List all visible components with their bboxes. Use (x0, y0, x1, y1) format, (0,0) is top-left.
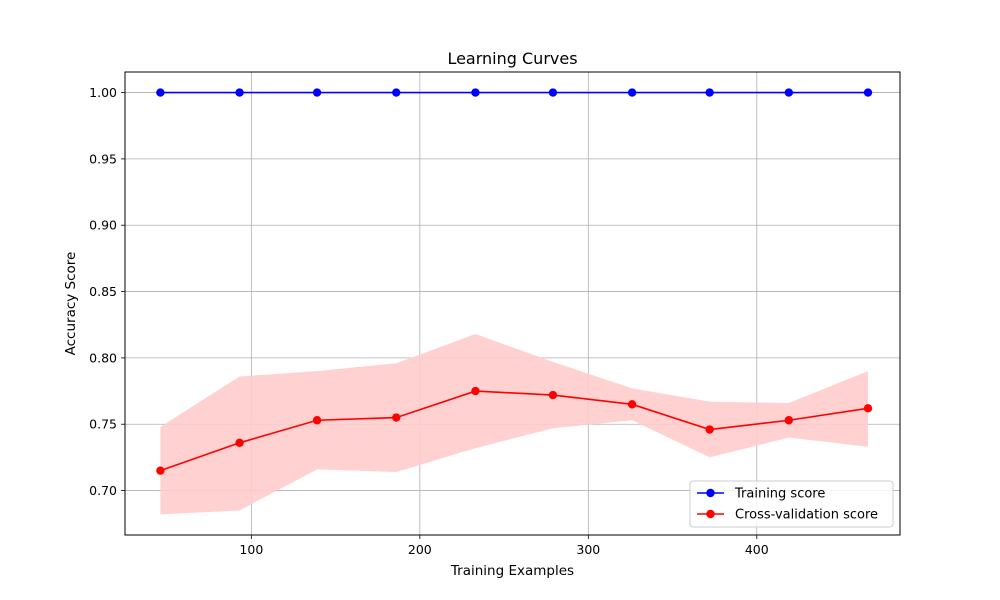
y-tick-label-4: 0.90 (89, 218, 117, 233)
x-axis-label: Training Examples (450, 563, 574, 579)
cross-validation-point-3 (392, 413, 401, 422)
cross-validation-point-4 (471, 386, 480, 396)
y-tick-label-0: 0.70 (89, 483, 117, 498)
plot-frame (124, 71, 901, 536)
chart-title: Learning Curves (447, 49, 577, 68)
legend-label-training: Training score (734, 487, 825, 502)
y-axis-label: Accuracy Score (63, 252, 79, 356)
y-tick-label-5: 0.95 (89, 151, 117, 166)
cross-validation-point-1 (235, 438, 244, 447)
x-tick-label-3: 400 (745, 542, 769, 557)
y-tick-label-1: 0.75 (89, 417, 117, 432)
training-point-1 (235, 88, 244, 97)
cross-validation-point-5 (548, 390, 558, 400)
axis-ticks: 100 200 300 400 0.70 0.75 0.80 0.85 0.90 0.95 1.00 (89, 85, 769, 557)
training-point-9 (863, 88, 873, 97)
cross-validation-point-2 (312, 416, 322, 425)
cross-validation-line (160, 390, 869, 472)
cross-validation-point-8 (784, 416, 794, 425)
legend-box (689, 480, 894, 528)
training-point-7 (705, 88, 714, 97)
training-point-6 (627, 88, 637, 97)
legend-label-cross-validation: Cross-validation score (735, 508, 878, 523)
training-point-3 (392, 88, 401, 97)
training-point-4 (471, 88, 480, 97)
legend-dot-cross-validation (706, 509, 715, 519)
x-tick-label-0: 100 (239, 542, 263, 557)
training-point-8 (784, 88, 794, 97)
series-lines (160, 91, 869, 472)
y-tick-label-6: 1.00 (89, 85, 117, 100)
training-point-0 (156, 88, 165, 97)
training-point-2 (312, 88, 322, 97)
cross-validation-confidence-band (160, 334, 868, 515)
x-tick-label-2: 300 (576, 542, 600, 557)
training-point-5 (548, 88, 558, 97)
x-tick-label-1: 200 (408, 542, 432, 557)
y-tick-label-3: 0.85 (89, 284, 117, 299)
cross-validation-point-0 (156, 466, 165, 475)
legend-dot-training (706, 488, 715, 498)
y-tick-label-2: 0.80 (89, 350, 117, 365)
legend: Training score Cross-validation score (689, 480, 894, 528)
cross-validation-point-6 (627, 400, 637, 409)
cross-validation-point-9 (863, 404, 873, 413)
confidence-bands (160, 334, 868, 515)
series-points (156, 88, 873, 475)
cross-validation-point-7 (705, 425, 714, 434)
